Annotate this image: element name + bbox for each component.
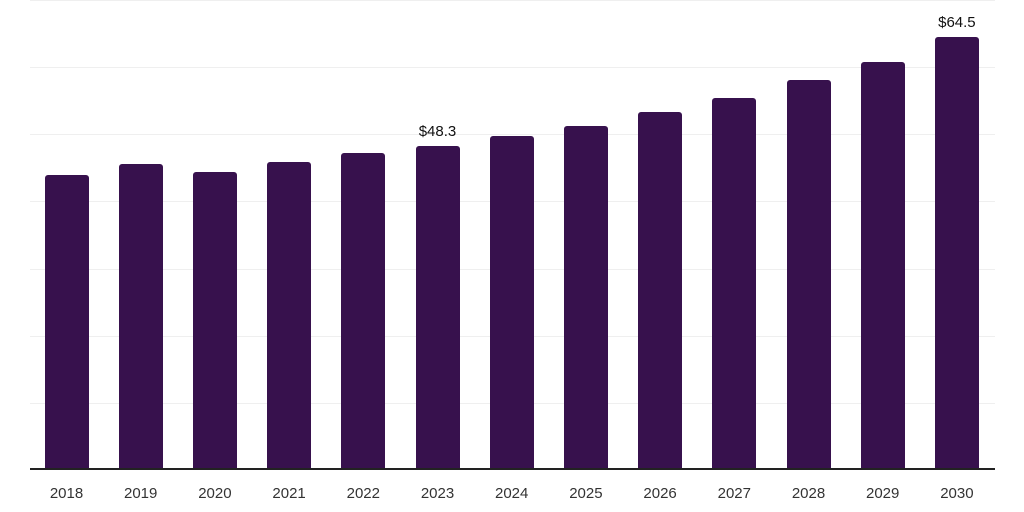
bar-2019[interactable] — [118, 164, 163, 470]
x-axis-labels: 2018 2019 2020 2021 2022 2023 2024 2025 2026 2027… — [0, 486, 1024, 506]
x-axis-line — [30, 468, 995, 470]
bar-2022[interactable] — [341, 153, 386, 470]
data-label-2030: $64.5 — [938, 14, 976, 31]
bar-2027[interactable] — [712, 98, 757, 470]
bar-2026[interactable] — [638, 112, 683, 470]
x-label-2018: 2018 — [49, 485, 84, 502]
bar-2028[interactable] — [786, 80, 831, 470]
gridline-70 — [30, 0, 995, 1]
bar-2021[interactable] — [267, 162, 312, 470]
x-label-2030: 2030 — [940, 485, 974, 502]
bar-2029[interactable] — [860, 62, 905, 470]
x-label-2028: 2028 — [791, 485, 826, 502]
gridline-50 — [30, 134, 995, 135]
x-label-2019: 2019 — [124, 485, 158, 502]
x-label-2025: 2025 — [569, 485, 603, 502]
data-label-2023: $48.3 — [418, 123, 457, 140]
bar-2030[interactable] — [934, 37, 979, 470]
x-label-2024: 2024 — [495, 485, 529, 502]
bar-2025[interactable] — [563, 126, 608, 470]
x-label-2026: 2026 — [643, 485, 677, 502]
x-label-2021: 2021 — [272, 485, 306, 502]
x-label-2029: 2029 — [866, 485, 900, 502]
bar-2020[interactable] — [192, 172, 237, 470]
x-label-2027: 2027 — [717, 485, 751, 502]
bar-2024[interactable] — [489, 136, 534, 470]
plot-area: $48.3 $64.5 — [30, 0, 995, 470]
bar-2023[interactable] — [415, 146, 460, 470]
bar-2018[interactable] — [44, 175, 89, 470]
gridline-60 — [30, 67, 995, 68]
x-label-2020: 2020 — [198, 485, 232, 502]
x-label-2022: 2022 — [346, 485, 380, 502]
x-label-2023: 2023 — [420, 485, 455, 502]
